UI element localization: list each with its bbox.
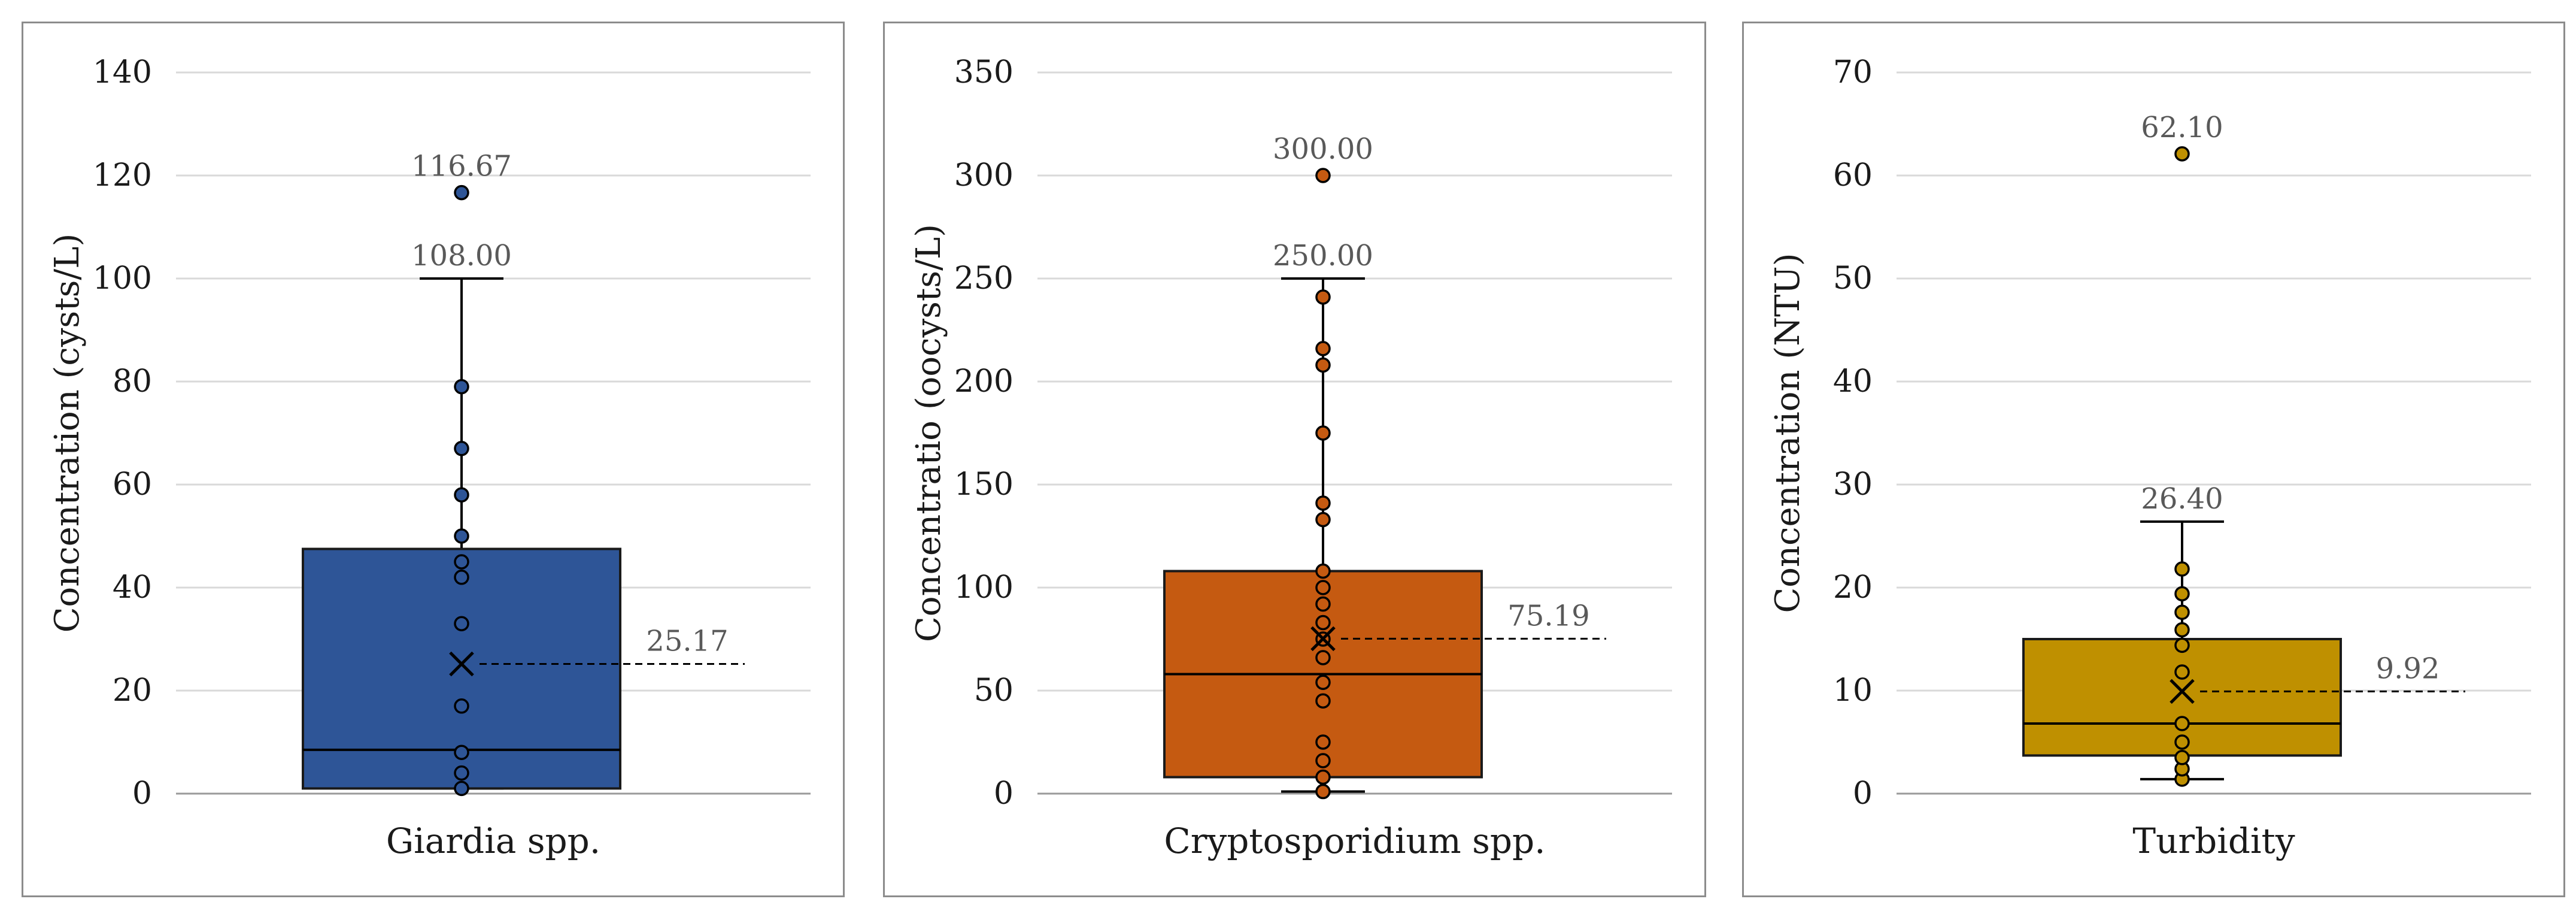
y-tick-label: 100: [954, 570, 1014, 606]
y-tick-label: 250: [954, 261, 1014, 296]
y-tick-label: 30: [1833, 467, 1873, 503]
outlier-label: 62.10: [2141, 111, 2223, 144]
data-point: [454, 570, 469, 585]
y-tick-label: 0: [994, 776, 1014, 812]
mean-marker: [2170, 679, 2195, 704]
data-point: [1315, 289, 1331, 305]
whisker-top-label: 250.00: [1273, 239, 1373, 273]
y-tick-label: 10: [1833, 673, 1873, 709]
y-tick-label: 20: [1833, 570, 1873, 606]
y-axis-label: Concentration (NTU): [1768, 253, 1807, 613]
data-point: [1315, 341, 1331, 356]
y-tick-label: 140: [93, 55, 152, 90]
data-point: [454, 379, 469, 395]
data-point: [2174, 664, 2190, 680]
y-tick-label: 0: [132, 776, 152, 812]
mean-label: 75.19: [1507, 599, 1589, 632]
data-point: [1315, 734, 1331, 750]
data-point: [2174, 561, 2190, 577]
mean-label: 9.92: [2376, 652, 2440, 685]
data-point: [2174, 750, 2190, 765]
outlier-label: 116.67: [411, 150, 512, 183]
data-point: [1315, 769, 1331, 785]
data-point: [1315, 168, 1331, 183]
y-tick-label: 100: [93, 261, 152, 296]
data-point: [1315, 596, 1331, 612]
data-point: [1315, 783, 1331, 800]
data-point: [2174, 146, 2190, 162]
data-point: [2174, 716, 2190, 731]
data-point: [454, 765, 469, 781]
whisker-top-label: 108.00: [411, 239, 512, 273]
y-axis-label: Concentration (cysts/L): [48, 234, 87, 633]
y-tick-label: 200: [954, 364, 1014, 400]
y-tick-label: 50: [1833, 261, 1873, 296]
data-point: [2174, 586, 2190, 602]
data-point: [454, 616, 469, 631]
y-tick-label: 350: [954, 55, 1014, 90]
y-tick-label: 50: [974, 673, 1014, 709]
y-tick-label: 40: [113, 570, 152, 606]
data-point: [454, 554, 469, 570]
mean-label: 25.17: [646, 625, 728, 658]
giardia-box-plot: 0 20 40 60 80 100 120 140 Concentration (cysts/L…: [48, 55, 811, 861]
data-point: [454, 184, 469, 201]
cryptosporidium-box-plot: 0 50 100 150 200 250 300 350 Concentratio (oocys…: [909, 55, 1672, 861]
y-tick-label: 40: [1833, 364, 1873, 400]
turbidity-box-plot: 0 10 20 30 40 50 60 70 Concentration (NTU) 26.40 6…: [1768, 55, 2531, 861]
turbidity-chart-panel: 0 10 20 30 40 50 60 70 Concentration (NTU) 26.40 6…: [1742, 22, 2565, 897]
data-point: [1315, 425, 1331, 441]
outlier-label: 300.00: [1273, 132, 1373, 166]
x-category-label: Cryptosporidium spp.: [1164, 821, 1545, 861]
data-point: [2174, 637, 2190, 653]
y-tick-label: 0: [1853, 776, 1873, 812]
data-point: [2174, 734, 2190, 750]
data-point: [1315, 357, 1331, 373]
mean-marker: [449, 651, 474, 677]
data-point: [1315, 615, 1331, 631]
y-tick-label: 60: [113, 467, 152, 503]
data-point: [1315, 512, 1331, 528]
y-tick-label: 80: [113, 364, 152, 400]
data-point: [454, 441, 469, 456]
data-point: [454, 698, 469, 714]
data-point: [2174, 622, 2190, 638]
mean-marker: [1310, 626, 1336, 652]
data-point: [454, 780, 469, 797]
cryptosporidium-chart-panel: 0 50 100 150 200 250 300 350 Concentratio (oocys…: [883, 22, 1706, 897]
data-point: [454, 745, 469, 760]
y-tick-label: 70: [1833, 55, 1873, 90]
data-point: [1315, 753, 1331, 768]
data-point: [1315, 674, 1331, 690]
giardia-chart-panel: 0 20 40 60 80 100 120 140 Concentration (cysts/L…: [22, 22, 845, 897]
x-category-label: Turbidity: [2132, 821, 2295, 861]
data-point: [1315, 495, 1331, 511]
data-point: [1315, 693, 1331, 709]
data-point: [1315, 563, 1331, 579]
x-category-label: Giardia spp.: [386, 821, 600, 861]
data-point: [454, 487, 469, 503]
y-axis-label: Concentratio (oocysts/L): [909, 224, 948, 642]
data-point: [1315, 650, 1331, 665]
y-tick-label: 20: [113, 673, 152, 709]
y-tick-label: 60: [1833, 158, 1873, 193]
data-point: [1315, 580, 1331, 595]
whisker-top-label: 26.40: [2141, 482, 2223, 516]
y-tick-label: 300: [954, 158, 1014, 193]
data-point: [454, 528, 469, 544]
y-tick-label: 120: [93, 158, 152, 193]
data-point: [2174, 604, 2190, 621]
y-tick-label: 150: [954, 467, 1014, 503]
